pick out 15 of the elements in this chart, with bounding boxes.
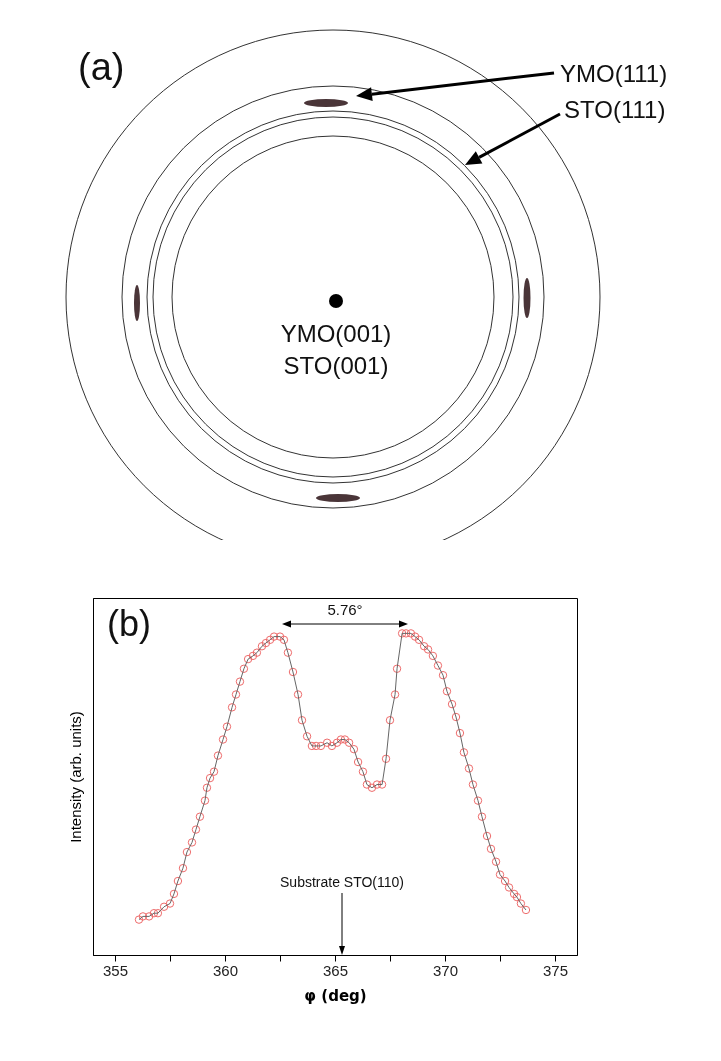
text: YMO(001) — [280, 320, 392, 347]
x-tick-label: 365 — [322, 961, 349, 979]
x-tick-label: 355 — [102, 961, 129, 979]
x-tick-label: 370 — [432, 961, 459, 979]
chart-title: (b) — [107, 603, 151, 644]
x-axis-title: φ (deg) — [304, 986, 367, 1005]
text: (a) — [78, 46, 125, 88]
text: YMO(111) — [560, 60, 668, 87]
text: 5.76° — [327, 601, 363, 618]
annotation: Substrate STO(110) — [280, 874, 404, 890]
x-tick-label: 375 — [542, 961, 569, 979]
y-axis-title: Intensity (arb. units) — [66, 711, 84, 843]
text: STO(111) — [564, 96, 666, 123]
text: STO(001) — [283, 352, 389, 379]
x-tick-label: 360 — [212, 961, 239, 979]
